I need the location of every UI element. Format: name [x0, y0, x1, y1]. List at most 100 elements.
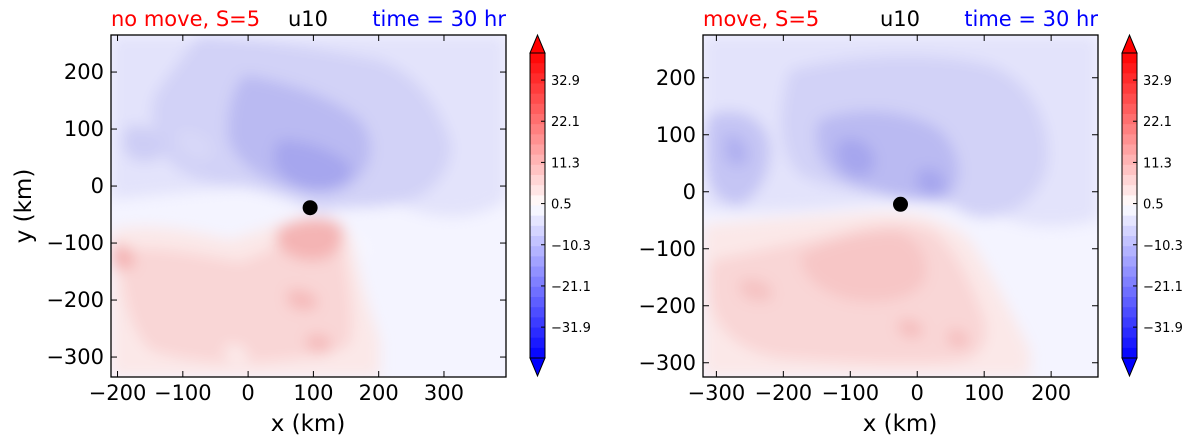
panel-no-move: no move, S=5 u10 time = 30 hr: [11, 7, 507, 437]
x-tick-label: 200: [359, 381, 399, 405]
y-tick-label: 100: [656, 123, 696, 147]
colorbar-band: [1122, 297, 1137, 308]
colorbar-tick-label: 22.1: [1143, 115, 1172, 130]
colorbar-band: [1122, 103, 1137, 115]
y-tick-label: 200: [64, 60, 104, 84]
x-tick-label: 0: [241, 381, 254, 405]
colorbar-band: [1122, 317, 1137, 328]
panel2-colorbar-ticks: 32.9 22.1 11.3 0.5 −10.3 −21.1 −31.9: [1133, 74, 1183, 336]
colorbar-band: [1122, 83, 1137, 95]
colorbar-band: [1122, 307, 1137, 318]
colorbar-band: [530, 256, 545, 267]
panel1-colorbar-max-arrow: [529, 33, 546, 54]
panel2-title-left: move, S=5: [703, 7, 819, 31]
panel2-colorbar-max-arrow: [1121, 33, 1138, 54]
x-tick-label: −200: [754, 381, 812, 405]
colorbar-band: [1122, 337, 1137, 349]
colorbar-band: [1122, 175, 1137, 186]
colorbar-band: [530, 144, 545, 156]
x-tick-label: 100: [964, 381, 1004, 405]
y-tick-label: 100: [64, 117, 104, 141]
y-tick-label: 0: [683, 180, 696, 204]
colorbar-band: [1122, 53, 1137, 64]
colorbar-tick-label: −10.3: [1143, 239, 1183, 254]
panel1-xlabel: x (km): [271, 411, 346, 437]
colorbar-band: [530, 286, 545, 298]
x-tick-label: −200: [89, 381, 147, 405]
panel1-axes: −200 −100 0 100 200 300 200 100 0 −100 −200 −300: [46, 35, 506, 405]
colorbar-band: [1122, 286, 1137, 298]
colorbar-band: [1122, 124, 1137, 135]
colorbar-band: [1122, 63, 1137, 74]
x-tick-label: 0: [911, 381, 924, 405]
colorbar-tick-label: 22.1: [551, 115, 580, 130]
colorbar-tick-label: −31.9: [1143, 321, 1183, 336]
y-tick-label: −200: [638, 294, 696, 318]
colorbar-tick-label: −21.1: [1143, 280, 1183, 295]
colorbar-band: [530, 236, 545, 247]
colorbar-band: [530, 225, 545, 237]
colorbar-band: [1122, 144, 1137, 156]
panel1-title-left: no move, S=5: [111, 7, 260, 31]
panel1-colorbar-min-arrow: [529, 357, 546, 378]
colorbar-band: [530, 134, 545, 145]
panel1-ylabel: y (km): [11, 169, 37, 244]
x-tick-label: 200: [1031, 381, 1071, 405]
colorbar-band: [1122, 154, 1137, 166]
colorbar-band: [530, 185, 545, 196]
colorbar-band: [530, 317, 545, 328]
x-tick-label: −300: [688, 381, 746, 405]
panel2-colorbar-frame: [1121, 52, 1138, 359]
colorbar-tick-label: 11.3: [1143, 156, 1172, 171]
y-tick-label: 200: [656, 66, 696, 90]
x-tick-label: 100: [293, 381, 333, 405]
colorbar-band: [530, 114, 545, 125]
y-tick-label: −100: [46, 231, 104, 255]
colorbar-band: [530, 327, 545, 339]
colorbar-band: [1122, 73, 1137, 84]
panel2-title-center: u10: [880, 7, 920, 31]
colorbar-band: [530, 83, 545, 95]
panel1-title-center: u10: [288, 7, 328, 31]
colorbar-band: [530, 63, 545, 74]
x-tick-label: −100: [821, 381, 879, 405]
colorbar-band: [530, 164, 545, 176]
panel1-storm-center-marker: [302, 200, 318, 216]
colorbar-band: [1122, 225, 1137, 237]
colorbar-band: [530, 297, 545, 308]
colorbar-band: [530, 215, 545, 227]
colorbar-band: [530, 276, 545, 288]
colorbar-band: [530, 246, 545, 257]
y-tick-label: −300: [46, 345, 104, 369]
colorbar-band: [1122, 134, 1137, 145]
colorbar-band: [1122, 256, 1137, 267]
colorbar-band: [1122, 347, 1137, 359]
panel2-colorbar-min-arrow: [1121, 357, 1138, 378]
panel2-axes: −300 −200 −100 0 100 200 200 100 0 −100 −200 −300: [638, 35, 1098, 405]
panel2-xlabel: x (km): [863, 411, 938, 437]
colorbar-band: [530, 337, 545, 349]
colorbar-band: [530, 93, 545, 105]
x-tick-label: −100: [154, 381, 212, 405]
colorbar-band: [530, 175, 545, 186]
panel1-plot-frame: [110, 34, 507, 378]
colorbar-band: [1122, 266, 1137, 278]
panel1-contour-field: [111, 35, 506, 377]
colorbar-band: [1122, 185, 1137, 196]
colorbar-band: [530, 266, 545, 278]
panel2-colorbar: 32.9 22.1 11.3 0.5 −10.3 −21.1 −31.9: [1121, 33, 1183, 378]
panel2-colorbar-bands: [1122, 53, 1137, 359]
x-tick-label: 300: [424, 381, 464, 405]
colorbar-tick-label: −31.9: [551, 321, 591, 336]
colorbar-tick-label: 0.5: [551, 198, 572, 213]
colorbar-band: [530, 124, 545, 135]
colorbar-band: [1122, 236, 1137, 247]
colorbar-band: [1122, 93, 1137, 105]
colorbar-band: [1122, 246, 1137, 257]
colorbar-band: [1122, 276, 1137, 288]
colorbar-tick-label: 32.9: [551, 74, 580, 89]
panel2-title-right: time = 30 hr: [964, 7, 1098, 31]
y-tick-label: −200: [46, 288, 104, 312]
colorbar-band: [1122, 114, 1137, 125]
colorbar-tick-label: −21.1: [551, 280, 591, 295]
